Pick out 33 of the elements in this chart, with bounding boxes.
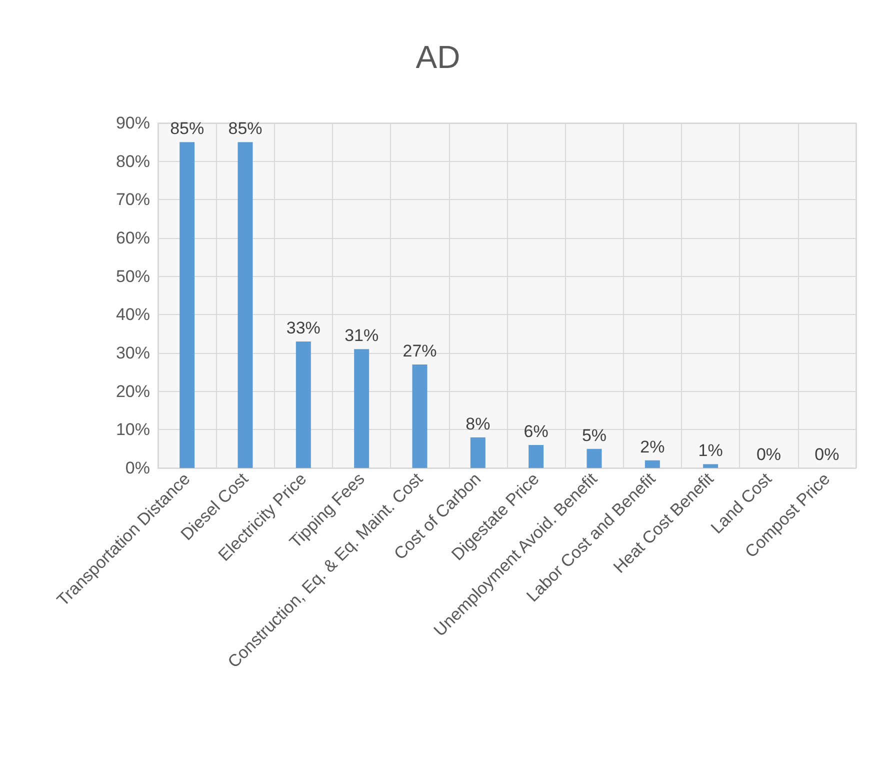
- y-tick-label: 20%: [116, 382, 150, 401]
- data-label: 5%: [582, 426, 607, 445]
- y-tick-label: 40%: [116, 305, 150, 324]
- data-label: 31%: [344, 326, 379, 346]
- y-tick-label: 70%: [116, 190, 150, 210]
- data-label: 33%: [286, 318, 320, 338]
- data-label: 1%: [698, 441, 723, 460]
- bar: [412, 364, 428, 468]
- data-label: 6%: [524, 422, 548, 441]
- bar: [644, 460, 660, 468]
- data-label: 27%: [402, 342, 437, 360]
- y-tick-label: 90%: [116, 114, 150, 132]
- bar: [586, 448, 602, 468]
- data-label: 2%: [640, 437, 665, 456]
- bar: [238, 142, 253, 468]
- y-tick-label: 80%: [116, 152, 150, 171]
- y-tick-label: 50%: [116, 266, 150, 286]
- data-label: 85%: [228, 119, 262, 138]
- bar: [296, 342, 311, 468]
- bar: [180, 142, 195, 468]
- data-label: 8%: [466, 414, 490, 434]
- bar: [354, 349, 370, 468]
- y-tick-label: 0%: [125, 458, 150, 478]
- data-label: 0%: [814, 445, 840, 464]
- bar: [703, 464, 718, 468]
- y-tick-label: 30%: [116, 344, 150, 362]
- data-label: 0%: [756, 445, 782, 464]
- bar: [528, 445, 544, 468]
- y-tick-label: 10%: [116, 420, 150, 440]
- bar: [470, 437, 486, 468]
- y-tick-label: 60%: [116, 228, 150, 248]
- data-label: 85%: [170, 119, 204, 138]
- chart-title: AD: [416, 39, 460, 75]
